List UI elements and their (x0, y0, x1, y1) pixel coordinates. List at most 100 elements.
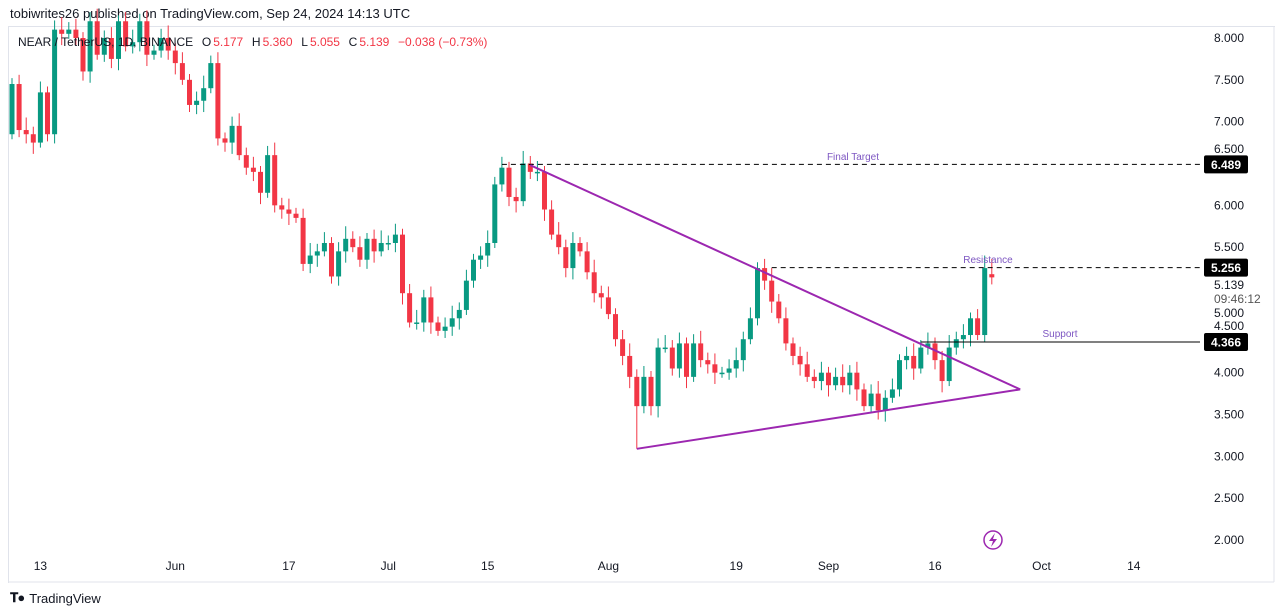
candle-bullish[interactable] (336, 251, 342, 277)
candle-bearish[interactable] (236, 125, 242, 156)
candle-bullish[interactable] (442, 326, 448, 331)
candle-bullish[interactable] (385, 242, 391, 245)
candle-bearish[interactable] (23, 130, 29, 135)
candle-bearish[interactable] (16, 84, 22, 131)
candle-bullish[interactable] (364, 238, 370, 260)
candle-bullish[interactable] (676, 343, 682, 369)
candle-bullish[interactable] (747, 318, 753, 340)
candle-bearish[interactable] (634, 376, 640, 407)
candle-bullish[interactable] (9, 84, 15, 135)
candle-bearish[interactable] (811, 376, 817, 382)
candle-bullish[interactable] (662, 347, 668, 350)
candle-bullish[interactable] (755, 268, 760, 319)
candle-bullish[interactable] (321, 242, 327, 252)
candle-bullish[interactable] (463, 280, 469, 310)
candle-bearish[interactable] (598, 293, 604, 298)
candle-bearish[interactable] (165, 38, 171, 51)
candle-bearish[interactable] (293, 213, 299, 218)
candle-bearish[interactable] (712, 364, 718, 373)
candle-bearish[interactable] (826, 372, 831, 386)
candle-bullish[interactable] (982, 268, 988, 336)
candle-bullish[interactable] (868, 393, 874, 407)
candle-bearish[interactable] (563, 247, 569, 269)
candle-bullish[interactable] (37, 92, 43, 143)
candle-bullish[interactable] (201, 88, 207, 101)
candle-bearish[interactable] (172, 50, 178, 64)
candle-bullish[interactable] (392, 234, 398, 243)
candle-bullish[interactable] (691, 343, 697, 377)
candle-bearish[interactable] (705, 360, 711, 365)
candle-bullish[interactable] (968, 318, 973, 336)
candle-bullish[interactable] (953, 339, 959, 348)
candle-bullish[interactable] (421, 297, 427, 323)
candle-bearish[interactable] (790, 343, 796, 356)
candle-bearish[interactable] (94, 21, 100, 55)
candle-bearish[interactable] (648, 376, 654, 407)
candle-bullish[interactable] (925, 343, 931, 348)
candle-bearish[interactable] (911, 355, 917, 369)
candle-bearish[interactable] (542, 171, 547, 210)
candle-bearish[interactable] (769, 280, 775, 302)
candle-bullish[interactable] (960, 335, 966, 340)
candle-bearish[interactable] (932, 343, 938, 361)
candle-bearish[interactable] (279, 205, 285, 210)
candle-bullish[interactable] (882, 397, 888, 411)
candle-bullish[interactable] (229, 125, 235, 143)
candle-bullish[interactable] (130, 42, 136, 47)
candle-bearish[interactable] (506, 167, 512, 197)
candle-bullish[interactable] (52, 29, 58, 135)
candle-bearish[interactable] (59, 29, 65, 34)
candle-bearish[interactable] (179, 63, 185, 80)
symbol-name[interactable]: NEAR / TetherUS, 1D, BINANCE (18, 35, 194, 49)
candle-bearish[interactable] (584, 251, 590, 273)
candle-bullish[interactable] (847, 372, 853, 386)
candle-bearish[interactable] (250, 167, 256, 172)
candle-bullish[interactable] (116, 21, 121, 59)
triangle-upper-trendline[interactable] (529, 164, 1021, 391)
candle-bearish[interactable] (80, 38, 86, 72)
lightning-badge-icon[interactable] (983, 530, 1003, 550)
candle-bearish[interactable] (804, 364, 810, 377)
candle-bullish[interactable] (137, 21, 143, 43)
candle-bearish[interactable] (407, 293, 413, 323)
candle-bearish[interactable] (698, 343, 704, 361)
candle-bullish[interactable] (101, 38, 107, 55)
candle-bullish[interactable] (889, 389, 895, 398)
candle-bearish[interactable] (797, 355, 803, 365)
candle-bearish[interactable] (272, 155, 278, 206)
candle-bullish[interactable] (307, 255, 313, 264)
candle-bullish[interactable] (520, 163, 526, 202)
candle-bearish[interactable] (123, 21, 129, 47)
candle-bearish[interactable] (854, 372, 860, 390)
candle-bearish[interactable] (939, 360, 945, 382)
candle-bullish[interactable] (87, 21, 93, 72)
candle-bullish[interactable] (456, 309, 462, 319)
candle-bullish[interactable] (478, 255, 484, 260)
candle-bullish[interactable] (66, 29, 72, 34)
candle-bullish[interactable] (158, 38, 164, 51)
candle-bullish[interactable] (449, 318, 455, 327)
candle-bearish[interactable] (30, 134, 36, 143)
candle-bullish[interactable] (719, 372, 725, 375)
candle-bearish[interactable] (222, 138, 228, 143)
candle-bearish[interactable] (300, 217, 306, 264)
candle-bearish[interactable] (591, 272, 597, 294)
candle-bearish[interactable] (875, 393, 881, 411)
candle-bullish[interactable] (471, 259, 476, 281)
candle-bullish[interactable] (499, 167, 505, 185)
candle-bearish[interactable] (243, 155, 249, 168)
candle-bullish[interactable] (897, 360, 902, 390)
candle-bearish[interactable] (350, 238, 356, 248)
candle-bullish[interactable] (641, 376, 647, 407)
candle-bearish[interactable] (329, 242, 334, 277)
candle-bullish[interactable] (314, 251, 320, 256)
candle-bearish[interactable] (989, 274, 995, 278)
candle-bearish[interactable] (613, 314, 618, 340)
candle-bearish[interactable] (605, 297, 611, 315)
candle-bearish[interactable] (108, 38, 114, 59)
candle-bullish[interactable] (946, 347, 952, 382)
candle-bearish[interactable] (975, 318, 981, 336)
candle-bullish[interactable] (208, 63, 214, 89)
candle-bearish[interactable] (435, 322, 441, 331)
